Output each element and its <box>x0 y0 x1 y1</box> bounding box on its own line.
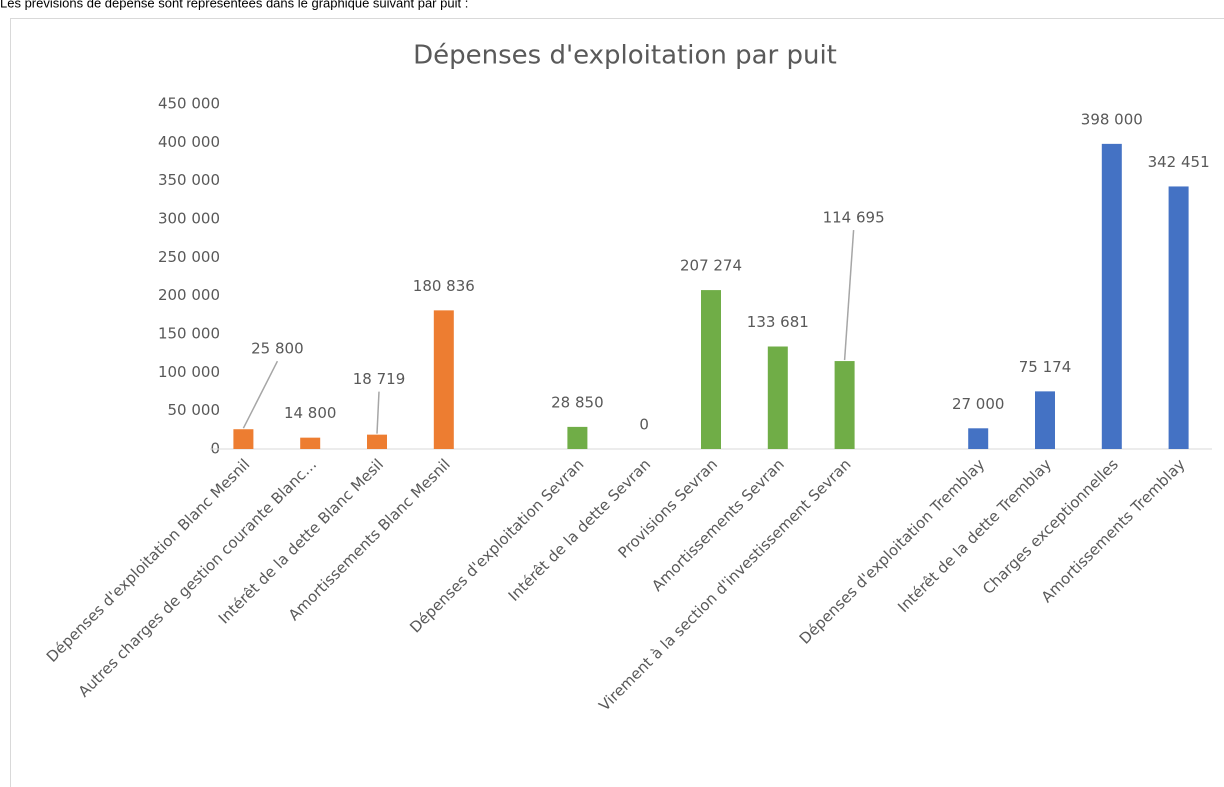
y-tick-label: 400 000 <box>158 133 220 151</box>
bar <box>233 429 254 449</box>
value-label: 18 719 <box>353 370 406 388</box>
value-label: 207 274 <box>680 257 742 275</box>
bar <box>300 437 321 449</box>
value-label: 398 000 <box>1081 110 1143 128</box>
leader-line <box>242 360 279 429</box>
value-label: 25 800 <box>251 340 304 358</box>
bar <box>433 310 454 449</box>
value-label: 133 681 <box>747 313 809 331</box>
value-label: 28 850 <box>551 393 604 411</box>
y-tick-label: 50 000 <box>168 401 221 419</box>
bar <box>701 290 721 449</box>
bar <box>567 426 588 449</box>
value-label: 114 695 <box>823 209 885 227</box>
bar <box>1101 143 1122 449</box>
value-label: 180 836 <box>413 277 475 295</box>
y-tick-label: 200 000 <box>158 286 220 304</box>
y-tick-label: 300 000 <box>158 210 220 228</box>
y-tick-label: 100 000 <box>158 363 220 381</box>
y-tick-label: 250 000 <box>158 248 220 266</box>
value-label: 27 000 <box>952 395 1005 413</box>
bar <box>1168 186 1189 450</box>
value-label: 14 800 <box>284 404 337 422</box>
bar <box>968 428 989 449</box>
chart-frame <box>10 18 1224 787</box>
value-label: 75 174 <box>1019 358 1072 376</box>
leader-line <box>843 230 855 361</box>
chart-title: Dépenses d'exploitation par puit <box>413 41 837 71</box>
y-tick-label: 150 000 <box>158 325 220 343</box>
bar <box>1035 391 1055 449</box>
leader-line <box>376 391 380 434</box>
bar <box>834 361 855 449</box>
y-tick-label: 450 000 <box>158 95 220 113</box>
bar <box>767 346 788 449</box>
bar <box>367 434 387 449</box>
value-label: 0 <box>639 416 649 434</box>
intro-text: Les prévisions de dépense sont représent… <box>0 0 468 10</box>
y-tick-label: 350 000 <box>158 171 220 189</box>
value-label: 342 451 <box>1148 153 1210 171</box>
